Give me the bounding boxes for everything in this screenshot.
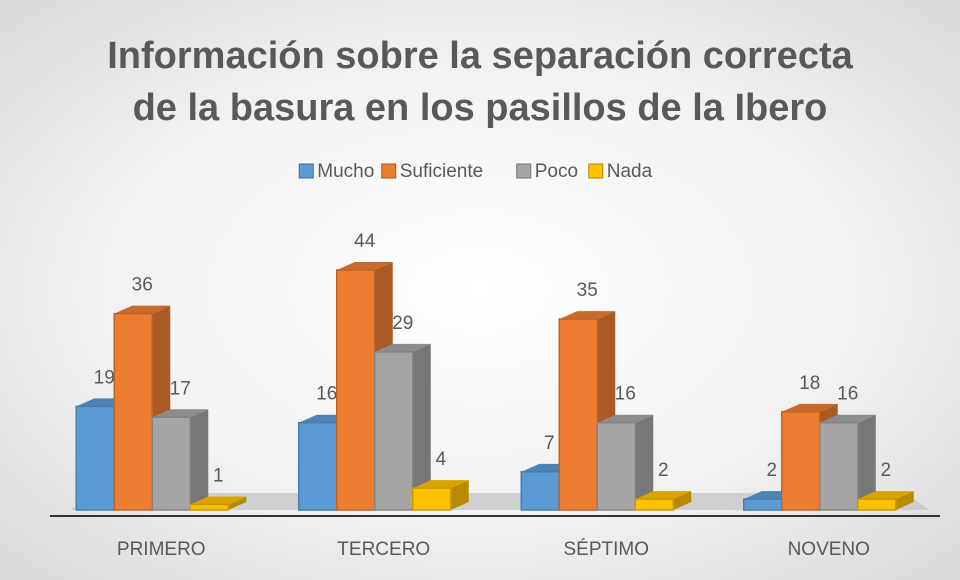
bar-side <box>895 491 914 510</box>
data-label: 18 <box>799 373 820 394</box>
data-label: 2 <box>658 460 669 481</box>
bar <box>634 491 692 511</box>
bar-top <box>635 491 692 500</box>
bar-front <box>298 421 338 511</box>
legend-swatch <box>298 163 314 179</box>
bar <box>412 480 469 511</box>
data-label: 35 <box>577 280 598 301</box>
x-tick-label: NOVENO <box>788 539 870 560</box>
bar-top <box>559 311 616 320</box>
legend-label: Mucho <box>317 161 374 182</box>
legend-swatch <box>381 163 397 179</box>
x-tick-label: SÉPTIMO <box>563 539 649 560</box>
data-label: 1 <box>213 466 224 487</box>
data-label: 29 <box>392 313 413 334</box>
bar-side <box>190 409 209 510</box>
bar-top <box>114 305 171 314</box>
bar-front <box>819 421 859 511</box>
bar-front <box>412 487 452 511</box>
legend-swatch <box>516 163 532 179</box>
x-tick-label: TERCERO <box>337 539 430 560</box>
bar-front <box>558 318 598 511</box>
bar-top <box>412 480 469 489</box>
bar <box>189 496 247 511</box>
bar <box>374 343 431 511</box>
bar <box>819 414 876 511</box>
data-label: 16 <box>837 384 858 405</box>
bar-top <box>190 496 247 505</box>
bar-front <box>857 498 897 511</box>
data-label: 7 <box>544 433 555 454</box>
bar <box>857 491 914 511</box>
legend-label: Poco <box>535 161 578 182</box>
bar-front <box>374 351 414 511</box>
bar-front <box>596 421 636 511</box>
chart-title: Información sobre la separación correcta… <box>107 35 853 129</box>
bar-front <box>743 498 783 511</box>
bar-top <box>374 343 431 352</box>
legend-label: Suficiente <box>400 161 483 182</box>
data-label: 4 <box>435 449 446 470</box>
bar-top <box>819 414 876 423</box>
bar-front <box>189 503 229 511</box>
bar-side <box>228 496 247 510</box>
bar-top <box>857 491 914 500</box>
bar-front <box>151 416 191 511</box>
data-label: 16 <box>316 384 337 405</box>
bar-top <box>597 414 654 423</box>
bar-top <box>152 409 209 418</box>
bar-front <box>113 312 153 511</box>
data-label: 36 <box>132 275 153 296</box>
data-label: 44 <box>354 231 376 252</box>
data-label: 2 <box>766 460 777 481</box>
bar-front <box>781 411 821 511</box>
bar-front <box>634 498 674 511</box>
bar-front <box>336 269 376 511</box>
data-label: 17 <box>170 378 191 399</box>
bar-top <box>336 262 393 270</box>
data-label: 16 <box>615 384 636 405</box>
bar-side <box>673 491 692 510</box>
legend-swatch <box>588 163 604 179</box>
data-label: 19 <box>94 367 115 388</box>
bar-side <box>412 343 431 510</box>
bar <box>151 409 209 511</box>
data-label: 2 <box>880 460 891 481</box>
x-tick-label: PRIMERO <box>117 539 206 560</box>
bar-top <box>781 403 838 412</box>
bar-side <box>635 414 654 510</box>
bar-front <box>75 405 115 511</box>
floor <box>70 493 930 510</box>
bar-side <box>450 480 469 510</box>
bar-side <box>857 414 876 510</box>
bar <box>596 414 654 511</box>
legend-label: Nada <box>607 161 653 182</box>
bar-front <box>520 471 560 511</box>
